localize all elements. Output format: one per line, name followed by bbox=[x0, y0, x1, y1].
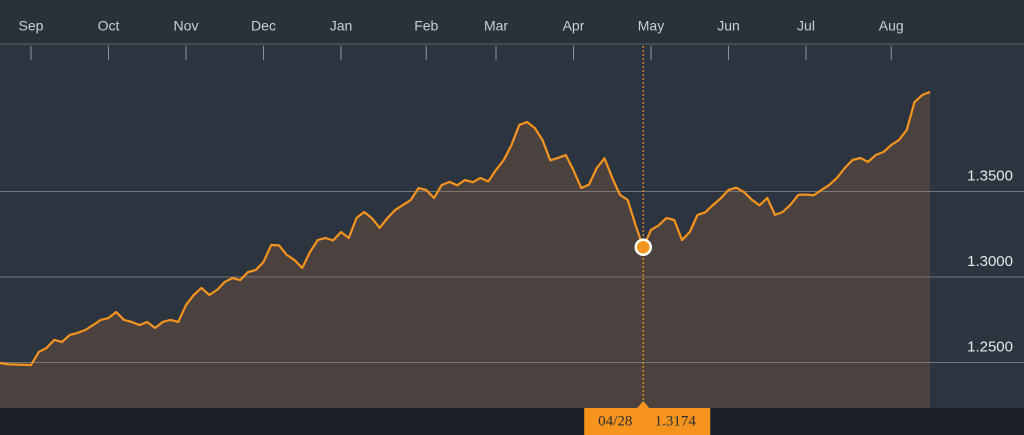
x-tick-label: May bbox=[638, 18, 664, 34]
x-tick-label: Jan bbox=[330, 18, 353, 34]
y-tick-label: 1.3000 bbox=[967, 253, 1013, 270]
hover-marker bbox=[634, 238, 652, 256]
x-tick-label: Feb bbox=[414, 18, 438, 34]
x-tick-label: Dec bbox=[251, 18, 276, 34]
header-bar bbox=[0, 0, 1024, 44]
x-tick-label: Mar bbox=[484, 18, 508, 34]
x-tick-label: Jul bbox=[797, 18, 815, 34]
x-tick-label: Apr bbox=[563, 18, 585, 34]
y-tick-label: 1.2500 bbox=[967, 338, 1013, 355]
hover-box bbox=[584, 408, 711, 435]
x-tick-label: Aug bbox=[879, 18, 904, 34]
line bbox=[0, 90, 931, 367]
hover-date: 04/28 bbox=[598, 413, 632, 429]
area bbox=[0, 91, 930, 409]
plot: 1.2500 1.3000 1.3500 Sep Oct Nov Dec Jan Feb Mar A… bbox=[0, 18, 1024, 435]
hover-value: 1.3174 bbox=[655, 413, 697, 429]
x-tick-label: Jun bbox=[717, 18, 740, 34]
x-tick-label: Oct bbox=[98, 18, 120, 34]
x-tick-label: Nov bbox=[174, 18, 199, 34]
x-tick-label: Sep bbox=[19, 18, 44, 34]
y-tick-label: 1.3500 bbox=[967, 167, 1013, 184]
hover-pointer bbox=[637, 401, 650, 408]
footer-bar bbox=[0, 408, 1024, 435]
